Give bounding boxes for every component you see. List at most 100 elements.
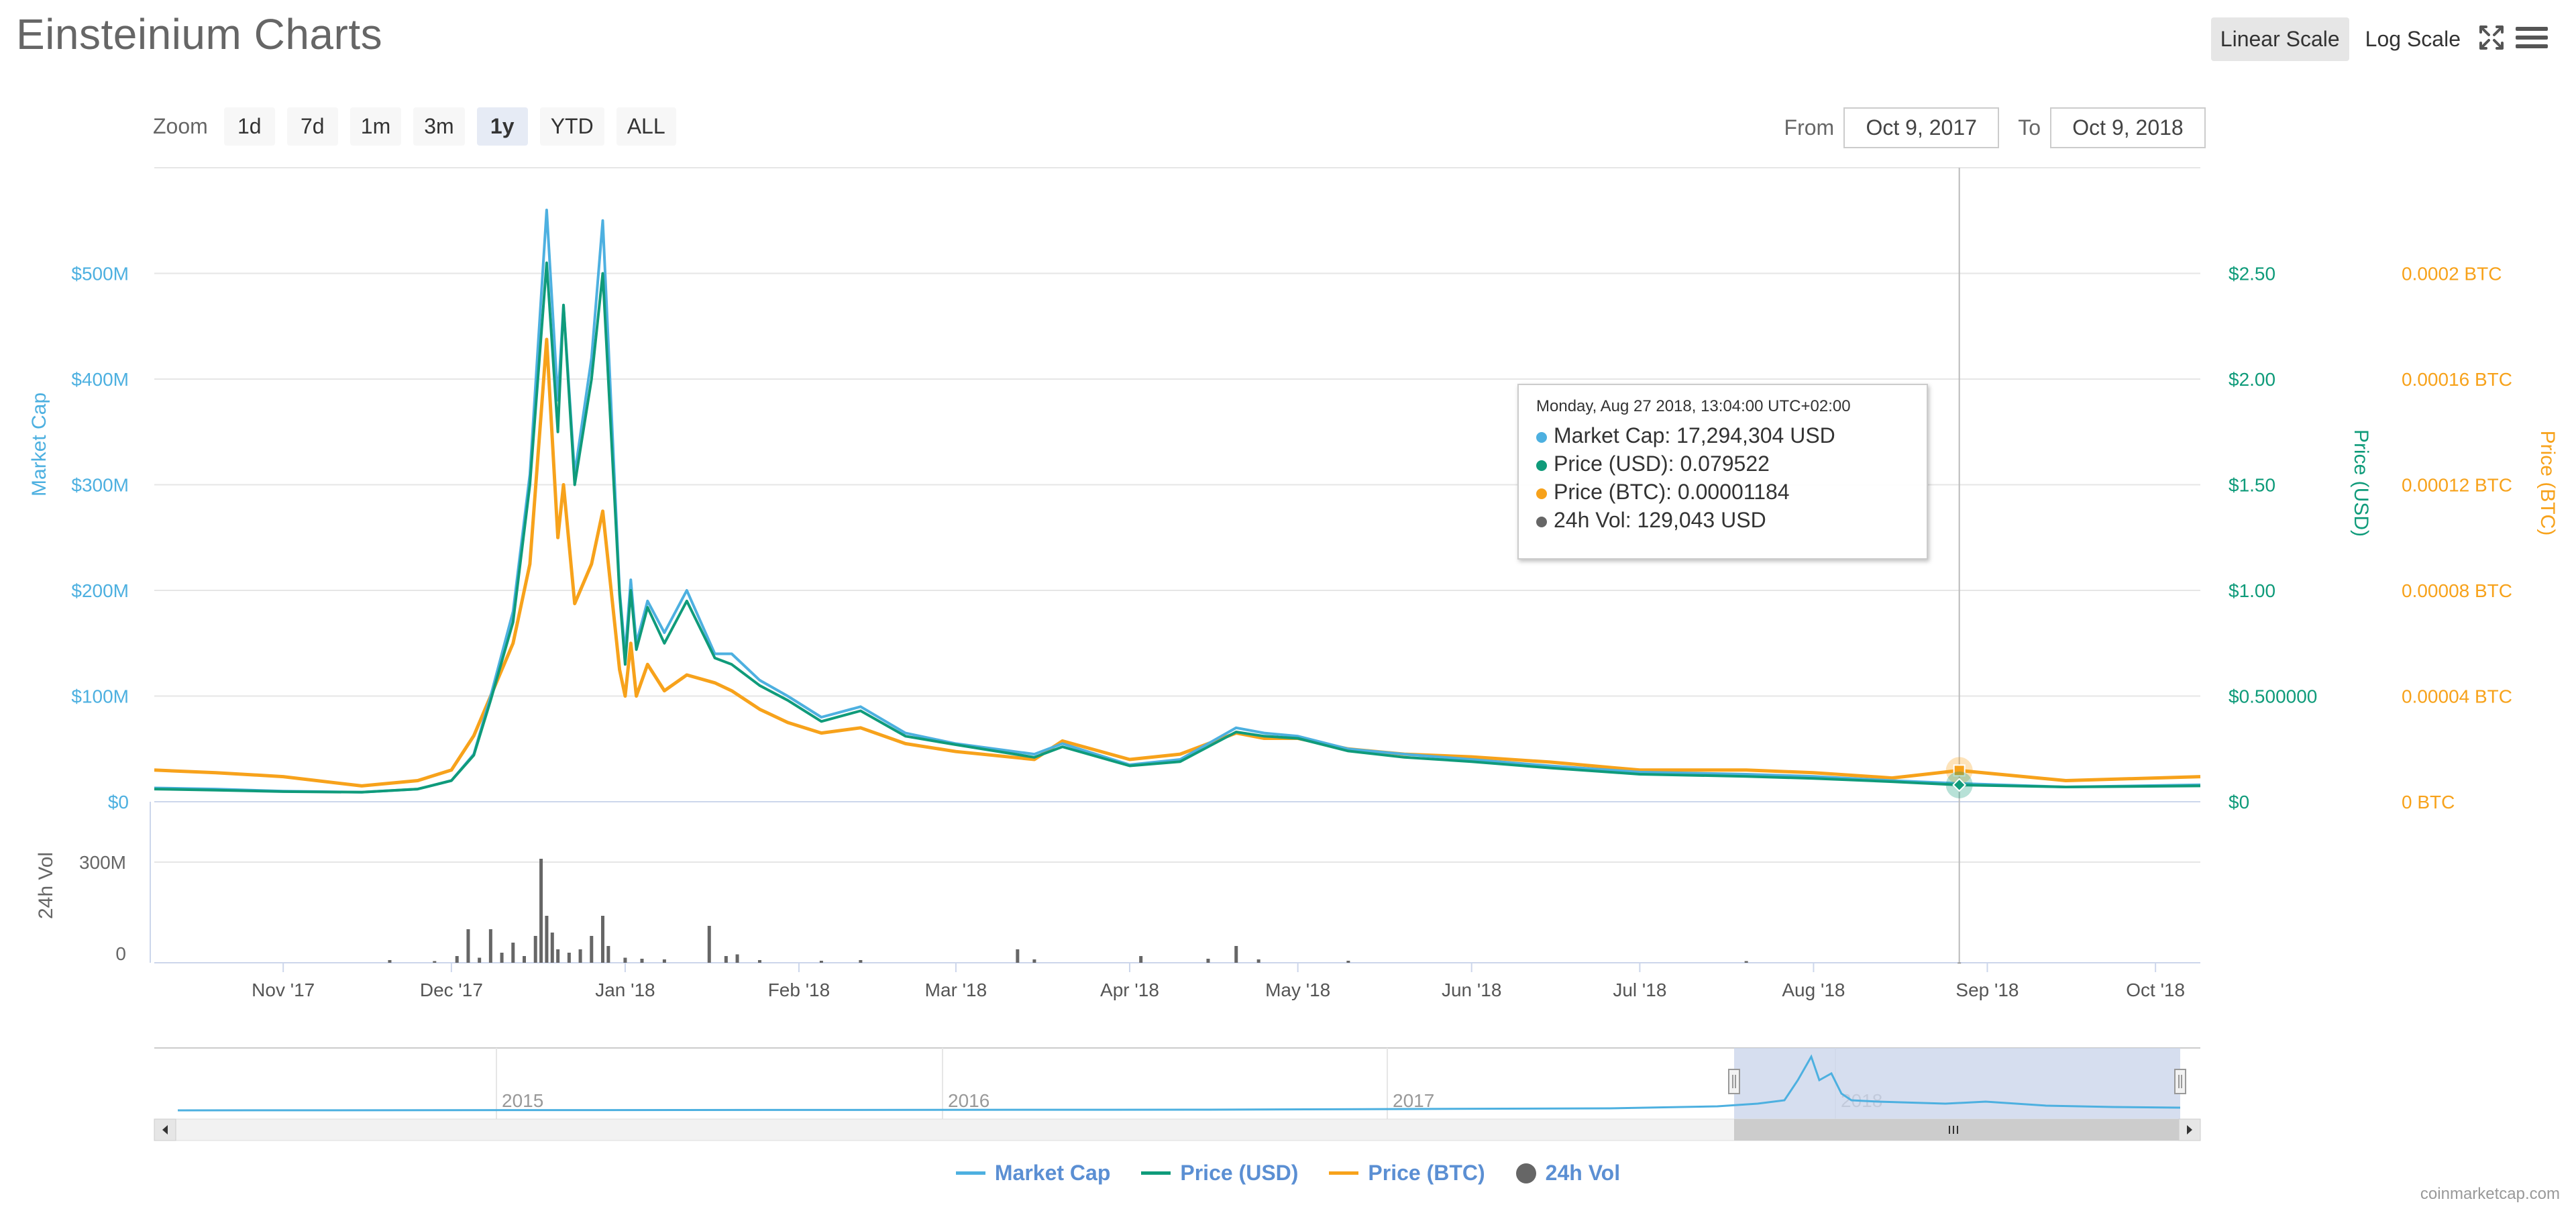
grid-lines (150, 167, 2200, 963)
price-btc-tick-label: 0 BTC (2402, 792, 2455, 812)
volume-bar (545, 916, 549, 963)
legend-item-price-usd[interactable]: Price (USD) (1141, 1161, 1298, 1185)
log-scale-button[interactable]: Log Scale (2365, 27, 2461, 51)
legend: Market Cap Price (USD) Price (BTC) 24h V… (0, 1161, 2576, 1185)
volume-bar (511, 943, 515, 963)
legend-item-market-cap[interactable]: Market Cap (955, 1161, 1110, 1185)
zoom-1d-button[interactable]: 1d (223, 107, 275, 146)
zoom-3m-button[interactable]: 3m (413, 107, 465, 146)
volume-bar (600, 916, 604, 963)
navigator-series-line (177, 1054, 2181, 1112)
price-btc-line-icon (1329, 1171, 1359, 1175)
volume-bar (388, 960, 392, 963)
tooltip-row-market-cap: Market Cap: 17,294,304 USD (1536, 421, 1909, 450)
price-btc-tick-label: 0.00004 BTC (2402, 686, 2512, 707)
date-range: From To (1784, 107, 2206, 148)
market-cap-tick-label: $100M (71, 686, 129, 707)
price-usd-hover-marker (1952, 778, 1967, 792)
x-tick-label: Mar '18 (925, 980, 987, 1000)
linear-scale-button[interactable]: Linear Scale (2210, 17, 2349, 61)
navigator-year-label: 2015 (502, 1090, 543, 1111)
credit-link[interactable]: coinmarketcap.com (2420, 1185, 2560, 1203)
zoom-ytd-button[interactable]: YTD (539, 107, 604, 146)
price-usd-tick-label: $0 (2229, 792, 2249, 812)
market-cap-tick-label: $0 (108, 792, 129, 812)
price-btc-hover-halo (1945, 757, 1973, 784)
volume-bar (578, 949, 582, 963)
volume-dot (1536, 516, 1547, 527)
legend-item-volume[interactable]: 24h Vol (1515, 1161, 1620, 1185)
market-cap-line-icon (955, 1171, 985, 1175)
legend-item-price-btc[interactable]: Price (BTC) (1329, 1161, 1485, 1185)
volume-bar (500, 953, 504, 963)
volume-bar (1032, 959, 1036, 963)
tooltip: Monday, Aug 27 2018, 13:04:00 UTC+02:00 … (1517, 384, 1928, 560)
price-btc-tick-label: 0.00012 BTC (2402, 475, 2512, 496)
zoom-1m-button[interactable]: 1m (350, 107, 402, 146)
scroll-left-arrow-icon (162, 1125, 168, 1135)
x-tick-label: Jan '18 (595, 980, 655, 1000)
hamburger-menu-icon[interactable] (2514, 23, 2549, 56)
market-cap-tick-label: $500M (71, 264, 129, 284)
volume-bar (466, 929, 470, 963)
volume-bar (640, 959, 644, 963)
scrollbar-left-button (154, 1118, 176, 1141)
to-date-input[interactable] (2050, 107, 2206, 148)
market-cap-tick-label: $300M (71, 475, 129, 496)
market-cap-tick-label: $200M (71, 580, 129, 601)
volume-bar (523, 956, 527, 963)
volume-bar (707, 926, 711, 963)
volume-bar (478, 957, 482, 963)
fullscreen-icon[interactable] (2477, 23, 2506, 56)
scale-controls: Linear Scale Log Scale (2210, 17, 2549, 61)
volume-axis-title: 24h Vol (35, 852, 57, 919)
to-label: To (2018, 115, 2041, 140)
volume-bar (623, 957, 627, 963)
volume-bar (533, 936, 537, 963)
price-usd-tick-label: $0.500000 (2229, 686, 2317, 707)
price-usd-dot (1536, 460, 1547, 471)
x-tick-label: Jul '18 (1613, 980, 1666, 1000)
scrollbar-thumb (1734, 1119, 2200, 1141)
volume-bar (590, 936, 594, 963)
zoom-all-button[interactable]: ALL (616, 107, 676, 146)
volume-bar (859, 960, 863, 963)
price-usd-axis-title: Price (USD) (2350, 429, 2372, 537)
axes: $0 $100M $200M $300M $400M $500M Market Cap $0 $… (28, 264, 2559, 1001)
tooltip-row-volume: 24h Vol: 129,043 USD (1536, 506, 1909, 534)
scroll-right-arrow-icon (2187, 1125, 2192, 1135)
volume-bar (539, 859, 543, 963)
volume-bar (1016, 949, 1020, 963)
from-date-input[interactable] (1843, 107, 2000, 148)
tooltip-date: Monday, Aug 27 2018, 13:04:00 UTC+02:00 (1536, 397, 1851, 415)
volume-bar (1206, 959, 1210, 963)
price-usd-tick-label: $2.00 (2229, 369, 2275, 390)
price-btc-tick-label: 0.00008 BTC (2402, 580, 2512, 601)
x-tick-label: Apr '18 (1100, 980, 1159, 1000)
volume-bar (757, 960, 761, 963)
x-tick-label: Jun '18 (1442, 980, 1501, 1000)
market-cap-tick-label: $400M (71, 369, 129, 390)
volume-tick-label: 300M (79, 852, 126, 873)
volume-bar (433, 961, 437, 963)
price-usd-hover-halo (1945, 771, 1973, 798)
volume-bar (488, 929, 492, 963)
volume-bar (606, 946, 610, 963)
tooltip-row-price-btc: Price (BTC): 0.00001184 (1536, 478, 1909, 506)
navigator-year-label: 2017 (1393, 1090, 1434, 1111)
volume-bar (1234, 946, 1238, 963)
zoom-7d-button[interactable]: 7d (286, 107, 338, 146)
volume-bar (735, 954, 739, 963)
scrollbar-track (154, 1118, 2201, 1141)
price-usd-tick-label: $2.50 (2229, 264, 2275, 284)
volume-bar (567, 953, 571, 963)
navigator-handle (2174, 1069, 2186, 1094)
hover-marks (1945, 168, 1973, 963)
price-btc-axis-title: Price (BTC) (2536, 431, 2559, 536)
volume-tick-label: 0 (115, 943, 126, 964)
price-usd-tick-label: $1.50 (2229, 475, 2275, 496)
x-tick-label: Feb '18 (768, 980, 830, 1000)
volume-bar (819, 961, 823, 963)
zoom-1y-button[interactable]: 1y (476, 107, 528, 146)
